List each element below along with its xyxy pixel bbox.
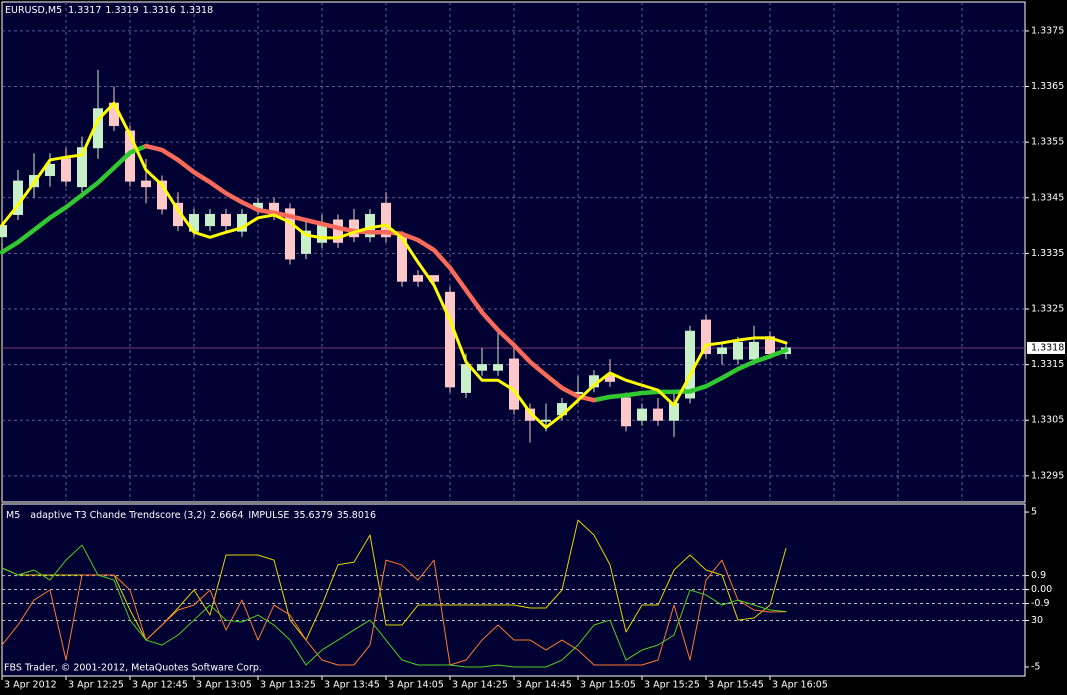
candle-body — [717, 347, 727, 355]
x-tick-label: 3 Apr 14:25 — [452, 680, 508, 691]
impulse-value-2: 35.8016 — [337, 510, 376, 521]
candle-body — [749, 341, 759, 360]
indicator-line — [1, 544, 787, 668]
candle-body — [477, 364, 487, 371]
x-tick-label: 3 Apr 15:25 — [644, 680, 700, 691]
x-tick-label: 3 Apr 2012 — [4, 680, 57, 691]
candle-body — [493, 364, 503, 371]
indicator-header: M5 adaptive T3 Chande Trendscore (3,2) 2.6… — [6, 510, 376, 521]
x-tick-label: 3 Apr 13:45 — [324, 680, 380, 691]
indicator-value: 2.6664 — [210, 510, 243, 521]
candle-body — [157, 180, 167, 210]
x-tick-label: 3 Apr 12:45 — [132, 680, 188, 691]
timeframe: M5 — [6, 510, 20, 521]
x-tick-label: 3 Apr 14:45 — [516, 680, 572, 691]
footer: FBS Trader, © 2001-2012, MetaQuotes Soft… — [4, 663, 262, 674]
x-tick-label: 3 Apr 14:05 — [388, 680, 444, 691]
candle-body — [733, 341, 743, 360]
indicator-line — [1, 559, 787, 666]
y-tick-label: 1.3355 — [1031, 137, 1064, 148]
candle-body — [701, 319, 711, 355]
y-tick-label: 1.3345 — [1031, 192, 1064, 203]
y-tick-label: 1.3325 — [1031, 304, 1064, 315]
y-tick-label: 0.9 — [1031, 570, 1046, 581]
ma-line — [143, 143, 597, 403]
last-open: 1.3317 — [68, 5, 101, 16]
y-tick-label: 1.3315 — [1031, 359, 1064, 370]
y-tick-label: 1.3365 — [1031, 81, 1064, 92]
candle-body — [285, 208, 295, 260]
indicator-title-2: IMPULSE — [248, 510, 289, 521]
candle-body — [205, 213, 215, 227]
candle-body — [653, 408, 663, 421]
x-tick-label: 3 Apr 16:05 — [772, 680, 828, 691]
impulse-value-1: 35.6379 — [293, 510, 332, 521]
ma-line — [0, 101, 788, 429]
candle-body — [637, 408, 647, 421]
indicator-title: adaptive T3 Chande Trendscore (3,2) — [30, 510, 206, 521]
last-close: 1.3318 — [180, 5, 213, 16]
symbol-title: EURUSD,M5 — [5, 5, 62, 16]
candle-body — [541, 419, 551, 422]
ma-line — [591, 347, 789, 403]
candle-body — [413, 275, 423, 282]
candle-body — [509, 358, 519, 410]
y-tick-label: 1.3335 — [1031, 248, 1064, 259]
price-label: 1.3318 — [1031, 342, 1064, 353]
candle-body — [461, 364, 471, 393]
candle-body — [445, 291, 455, 388]
y-tick-label: -0.9 — [1031, 598, 1050, 609]
candle-body — [621, 397, 631, 427]
candle-body — [605, 375, 615, 382]
indicator-line — [1, 519, 787, 641]
main-header: EURUSD,M5 1.3317 1.3319 1.3316 1.3318 — [5, 5, 213, 16]
candle-body — [221, 213, 231, 227]
candle-body — [333, 219, 343, 243]
y-tick-label: -5 — [1031, 662, 1040, 673]
candle-body — [0, 225, 7, 238]
candle-body — [77, 147, 87, 188]
candle-body — [301, 230, 311, 254]
candle-body — [61, 158, 71, 182]
ma-line — [0, 143, 149, 255]
x-tick-label: 3 Apr 13:05 — [196, 680, 252, 691]
y-tick-label: 0.00 — [1031, 584, 1052, 595]
candle-body — [45, 163, 55, 177]
y-tick-label: 1.3305 — [1031, 415, 1064, 426]
x-tick-label: 3 Apr 12:25 — [68, 680, 124, 691]
y-tick-label: 1.3295 — [1031, 470, 1064, 481]
y-tick-label: 1.3375 — [1031, 25, 1064, 36]
candle-body — [141, 180, 151, 188]
candle-body — [381, 202, 391, 238]
x-tick-label: 3 Apr 13:25 — [260, 680, 316, 691]
candle-body — [317, 225, 327, 243]
last-high: 1.3319 — [105, 5, 138, 16]
candle-body — [237, 213, 247, 232]
price-label-box — [1027, 341, 1065, 354]
x-tick-label: 3 Apr 15:05 — [580, 680, 636, 691]
x-tick-label: 3 Apr 15:45 — [708, 680, 764, 691]
indicator-layer: -5 -0.9 0.00 0.9 5 30 — [1, 507, 1052, 673]
y2-tick-label: 30 — [1031, 615, 1043, 626]
last-low: 1.3316 — [143, 5, 176, 16]
y-tick-label: 5 — [1031, 507, 1037, 518]
